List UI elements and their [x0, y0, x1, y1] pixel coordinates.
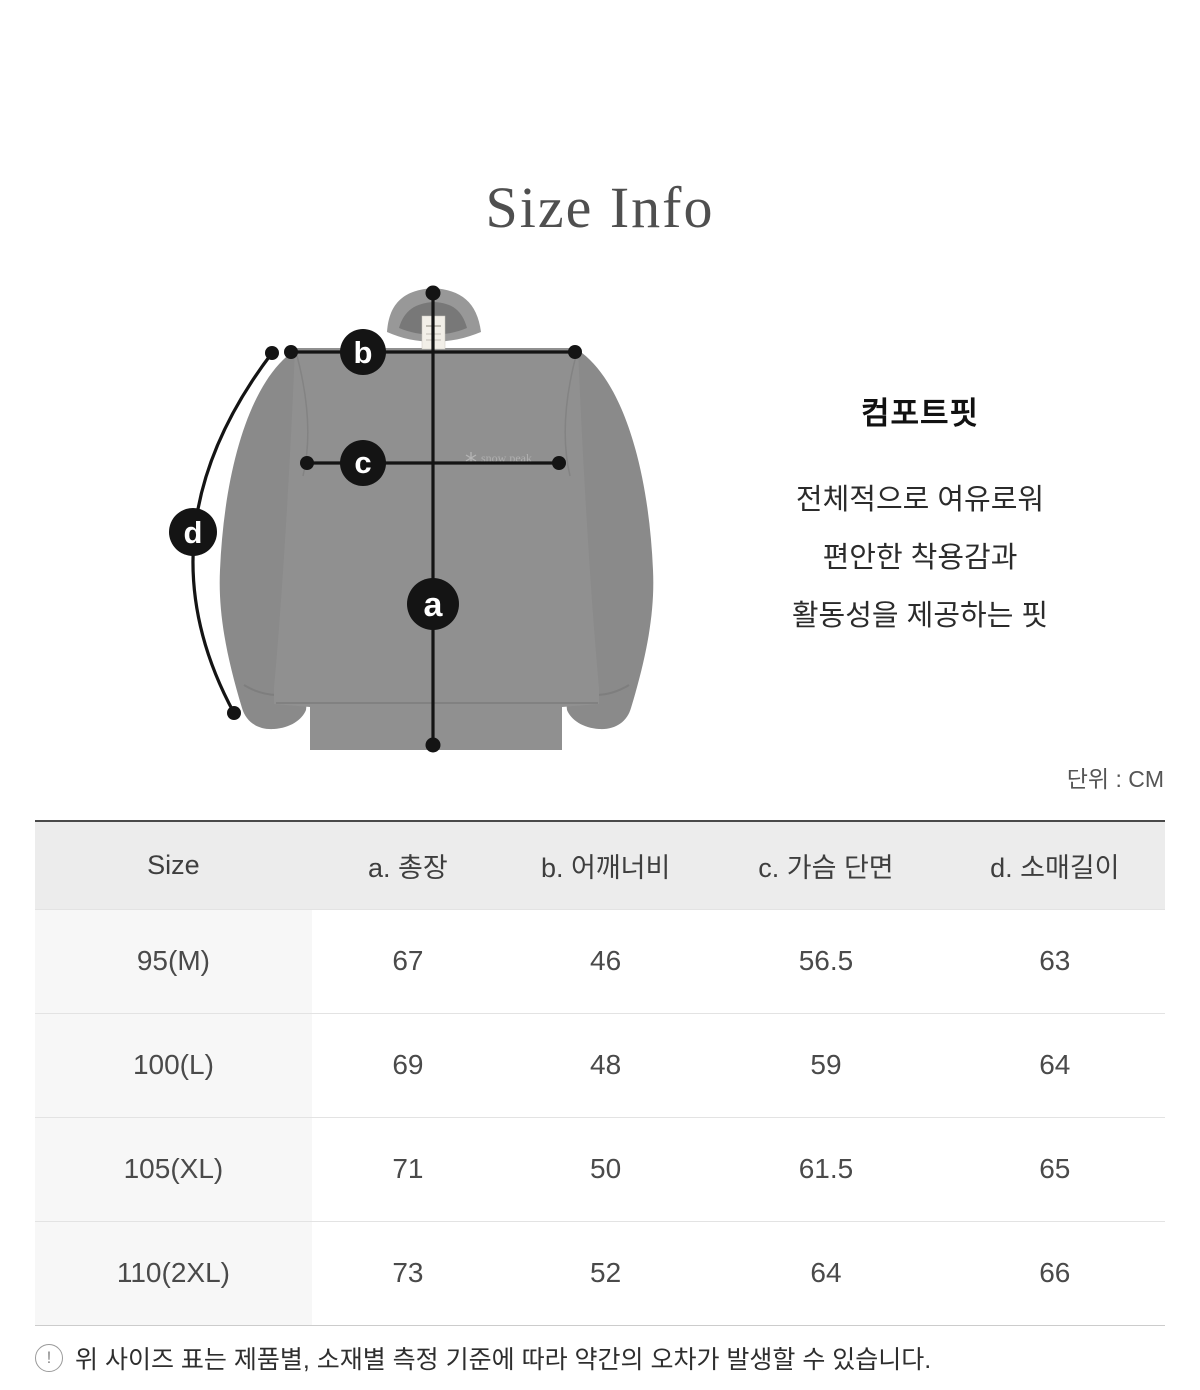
page-title: Size Info — [485, 175, 715, 240]
value-cell: 56.5 — [707, 908, 945, 1013]
size-table: Size a. 총장 b. 어깨너비 c. 가슴 단면 d. 소매길이 95(M… — [35, 820, 1165, 1326]
value-cell: 67 — [311, 908, 504, 1013]
unit-label: 단위 : CM — [1066, 766, 1164, 792]
value-cell: 52 — [503, 1220, 708, 1326]
fit-line: 활동성을 제공하는 핏 — [791, 600, 1049, 632]
exclamation-circle-icon: ! — [35, 1344, 63, 1372]
table-header-row: Size a. 총장 b. 어깨너비 c. 가슴 단면 d. 소매길이 — [35, 820, 1165, 909]
fit-title: 컴포트핏 — [860, 396, 980, 431]
column-header-chest: c. 가슴 단면 — [707, 820, 945, 909]
value-cell: 69 — [311, 1012, 504, 1117]
svg-text:b: b — [354, 335, 373, 370]
value-cell: 71 — [311, 1116, 504, 1221]
garment-body — [274, 348, 599, 750]
value-cell: 63 — [944, 908, 1165, 1013]
size-cell: 105(XL) — [35, 1116, 312, 1221]
marker-d: d — [169, 508, 217, 556]
size-cell: 110(2XL) — [35, 1220, 312, 1326]
size-note: ! 위 사이즈 표는 제품별, 소재별 측정 기준에 따라 약간의 오차가 발생… — [35, 1340, 931, 1376]
value-cell: 50 — [503, 1116, 708, 1221]
svg-text:a: a — [424, 586, 444, 624]
table-row: 105(XL) 71 50 61.5 65 — [35, 1116, 1165, 1221]
garment-sleeves — [219, 350, 654, 730]
size-cell: 100(L) — [35, 1012, 312, 1117]
note-text: 위 사이즈 표는 제품별, 소재별 측정 기준에 따라 약간의 오차가 발생할 … — [75, 1346, 932, 1374]
marker-a: a — [407, 578, 459, 630]
column-header-sleeve: d. 소매길이 — [944, 820, 1165, 909]
measurement-lines — [191, 285, 582, 753]
size-cell: 95(M) — [35, 908, 312, 1013]
table-row: 100(L) 69 48 59 64 — [35, 1012, 1165, 1117]
table-row: 110(2XL) 73 52 64 66 — [35, 1220, 1165, 1326]
value-cell: 59 — [707, 1012, 945, 1117]
garment-diagram: snow peak b — [169, 285, 654, 753]
value-cell: 48 — [503, 1012, 708, 1117]
marker-b: b — [340, 329, 386, 375]
table-row: 95(M) 67 46 56.5 63 — [35, 908, 1165, 1013]
value-cell: 64 — [707, 1220, 945, 1326]
value-cell: 73 — [311, 1220, 504, 1326]
value-cell: 64 — [944, 1012, 1165, 1117]
value-cell: 66 — [944, 1220, 1165, 1326]
fit-line: 전체적으로 여유로워 — [795, 484, 1045, 516]
value-cell: 65 — [944, 1116, 1165, 1221]
column-header-size: Size — [35, 820, 312, 909]
value-cell: 46 — [503, 908, 708, 1013]
svg-text:d: d — [184, 515, 203, 550]
marker-c: c — [340, 440, 386, 486]
svg-text:c: c — [354, 445, 371, 480]
column-header-shoulder: b. 어깨너비 — [503, 820, 708, 909]
value-cell: 61.5 — [707, 1116, 945, 1221]
fit-line: 편안한 착용감과 — [822, 542, 1018, 574]
column-header-length: a. 총장 — [311, 820, 504, 909]
fit-description: 컴포트핏 전체적으로 여유로워 편안한 착용감과 활동성을 제공하는 핏 — [690, 388, 1150, 645]
